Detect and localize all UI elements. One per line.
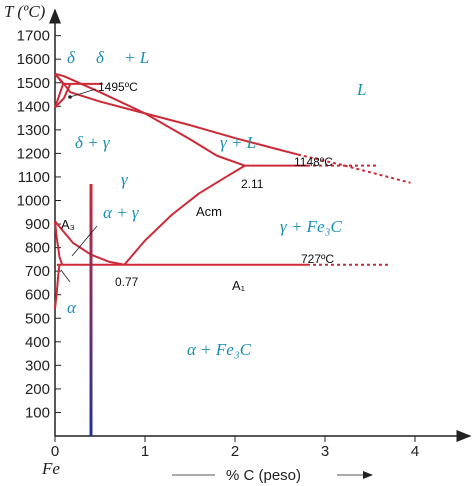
phase-delta-left: δ [67,48,76,67]
y-tick-label: 600 [25,287,50,304]
x-tick-label: 3 [321,443,329,460]
phase-boundary-line-6 [54,83,72,109]
y-axis-title: T (ºC) [4,2,46,21]
phase-boundary-line-3 [54,73,64,85]
x-tick-label: 4 [411,443,419,460]
y-tick-label: 1000 [17,193,50,210]
y-tick-label: 500 [25,310,50,327]
y-tick-label: 1500 [17,75,50,92]
annotation-1495: 1495ºC [98,80,138,94]
y-tick-label: 400 [25,334,50,351]
label-a3: A₃ [61,217,75,232]
y-tick-label: 1400 [17,98,50,115]
phase-alpha-fe3c: α + Fe₃C [187,340,252,359]
phase-gamma-l: γ + L [220,133,256,152]
phase-boundary-line-4 [54,83,65,109]
x-tick-label: 1 [141,443,149,460]
y-tick-label: 800 [25,240,50,257]
phase-boundary-line-10 [123,164,246,266]
annotation-0-77: 0.77 [115,275,139,289]
x-axis-origin-label: Fe [41,459,60,478]
y-tick-label: 1100 [18,169,50,186]
y-tick-label: 1300 [17,122,50,139]
y-axis-ticks: 100 200 300 400 500 600 700 800 900 1000 1100 1200 1… [17,28,61,421]
phase-boundary-line-1 [297,153,411,184]
phase-gamma-fe3c: γ + Fe₃C [280,217,343,236]
leader-line-alpha-gamma [71,225,98,257]
y-tick-label: 1600 [17,51,50,68]
label-acm: Acm [196,204,222,219]
x-axis-ticks: 0 1 2 3 4 [51,436,419,460]
y-tick-label: 100 [25,404,50,421]
phase-delta-right: δ [96,48,105,67]
x-tick-label: 0 [51,443,59,460]
phase-gamma: γ [121,170,129,189]
y-tick-label: 1700 [17,28,50,45]
phase-delta-plus-l: + L [124,48,149,67]
annotation-727: 727ºC [301,252,334,266]
x-axis-title: % C (peso) [226,467,301,484]
phase-boundaries [54,72,411,309]
peritectic-point [68,95,72,99]
phase-boundary-line-2 [54,72,246,167]
composition-marker [89,184,93,436]
leader-line-1495 [69,88,97,98]
y-tick-label: 200 [25,381,50,398]
label-a1: A₁ [232,278,246,293]
phase-boundary-line-13 [54,221,64,266]
leader-line-alpha [60,269,71,283]
y-tick-label: 900 [25,216,50,233]
phase-delta-gamma: δ + γ [75,133,111,152]
phase-boundary-line-14 [54,264,61,309]
annotation-1148: 1148ºC [294,155,333,169]
y-tick-label: 300 [25,357,50,374]
phase-alpha-gamma: α + γ [103,203,140,222]
phase-alpha: α [67,298,77,317]
phase-liquid: L [356,80,366,99]
x-tick-label: 2 [231,443,239,460]
annotation-2-11: 2.11 [241,177,264,191]
y-tick-label: 1200 [17,145,50,162]
y-tick-label: 700 [25,263,50,280]
